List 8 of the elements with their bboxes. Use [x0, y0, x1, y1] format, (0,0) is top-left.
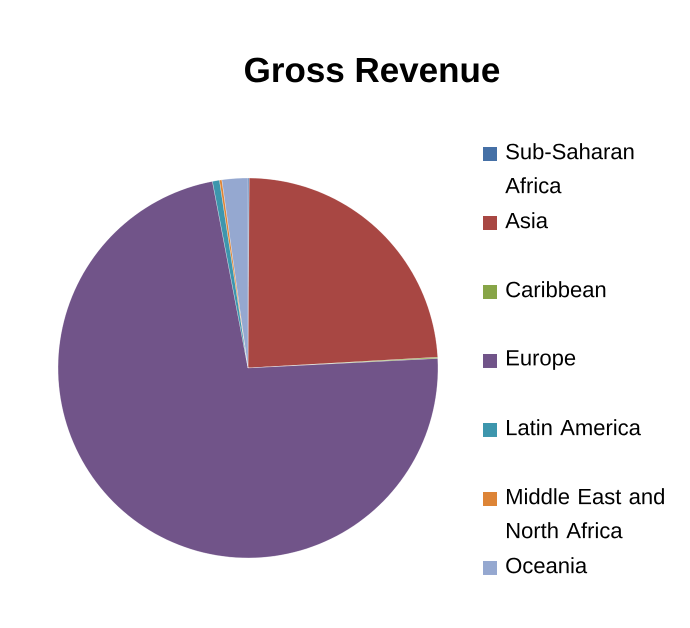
legend-label: Europe: [507, 350, 576, 370]
legend-label: Asia: [505, 212, 548, 228]
legend-label: Caribbean: [506, 281, 606, 298]
legend-label: Middle East and North Africa: [507, 488, 664, 538]
chart-title: Gross Revenue: [245, 58, 500, 82]
legend-label: Latin America: [507, 419, 641, 436]
legend-label: Sub-Saharan Africa: [505, 143, 634, 194]
legend-label: Oceania: [506, 557, 588, 574]
